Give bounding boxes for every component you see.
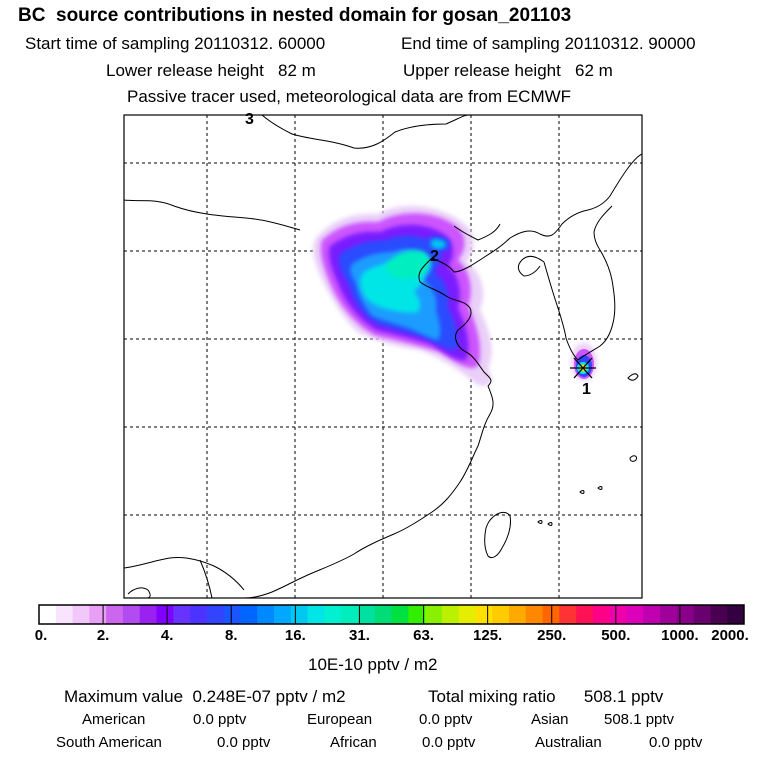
african-value: 0.0 pptv — [422, 734, 476, 751]
colorbar-tick-label: 63. — [413, 627, 434, 644]
upper-release-height: Upper release height 62 m — [403, 61, 613, 80]
tracer-note: Passive tracer used, meteorological data… — [127, 87, 572, 106]
african-label: African — [330, 734, 377, 751]
release-label-2: 2 — [430, 248, 439, 265]
colorbar-cell — [122, 605, 141, 624]
colorbar-cell — [458, 605, 476, 624]
south-american-value: 0.0 pptv — [217, 734, 271, 751]
release-marker — [570, 357, 596, 379]
colorbar-tick-label: 125. — [473, 627, 503, 644]
colorbar-cell — [89, 605, 107, 624]
colorbar-cell — [391, 605, 409, 624]
colorbar-cell — [290, 605, 308, 624]
colorbar-cell — [55, 605, 73, 624]
colorbar-tick-label: 31. — [349, 627, 370, 644]
colorbar-cell — [274, 605, 292, 624]
colorbar-cell — [425, 605, 443, 624]
colorbar-cell — [240, 605, 258, 624]
colorbar-cell — [509, 605, 527, 624]
colorbar-tick-label: 250. — [537, 627, 567, 644]
colorbar-cell — [307, 605, 325, 624]
coastlines — [124, 115, 642, 598]
colorbar-cell — [676, 605, 695, 624]
colorbar-cell — [576, 605, 594, 624]
colorbar-cell — [441, 605, 460, 624]
colorbar-cell — [660, 605, 678, 624]
colorbar-tick-label: 0. — [34, 627, 48, 644]
colorbar-cell — [357, 605, 376, 624]
total-mixing-ratio: Total mixing ratio 508.1 pptv — [428, 687, 664, 706]
colorbar-cell — [626, 605, 644, 624]
maximum-value: Maximum value 0.248E-07 pptv / m2 — [64, 687, 346, 706]
colorbar-cell — [609, 605, 627, 624]
colorbar-cell — [324, 605, 342, 624]
european-label: European — [307, 711, 373, 728]
australian-label: Australian — [535, 734, 602, 751]
colorbar-tick-label: 16. — [284, 627, 306, 644]
colorbar-unit: 10E-10 pptv / m2 — [308, 655, 438, 674]
colorbar-tick-label: 2000. — [711, 627, 749, 644]
colorbar-cell — [542, 605, 560, 624]
release-label-3: 3 — [245, 111, 254, 128]
colorbar-cell — [475, 605, 493, 624]
map-frame — [123, 114, 643, 599]
bc-concentration-plume — [313, 205, 597, 387]
colorbar-cell — [139, 605, 157, 624]
colorbar-cell — [190, 605, 208, 624]
colorbar-cell — [257, 605, 275, 624]
colorbar-tick-label: 8. — [225, 627, 238, 644]
colorbar-cell — [106, 605, 124, 624]
colorbar-cell — [408, 605, 426, 624]
colorbar-cell — [693, 605, 711, 624]
american-value: 0.0 pptv — [193, 711, 247, 728]
australian-value: 0.0 pptv — [649, 734, 703, 751]
colorbar-cell — [710, 605, 728, 624]
colorbar-cell — [39, 605, 57, 624]
colorbar-cell — [592, 605, 611, 624]
colorbar-tick-label: 500. — [601, 627, 631, 644]
colorbar-cell — [643, 605, 661, 624]
colorbar-tick-label: 4. — [160, 627, 174, 644]
colorbar-cell — [559, 605, 577, 624]
lower-release-height: Lower release height 82 m — [106, 61, 316, 80]
colorbar-cell — [156, 605, 174, 624]
end-time: End time of sampling 20110312. 90000 — [401, 34, 696, 53]
colorbar-cell — [223, 605, 241, 624]
colorbar-cell — [374, 605, 392, 624]
asian-label: Asian — [531, 711, 569, 728]
release-label-1: 1 — [582, 381, 591, 398]
start-time: Start time of sampling 20110312. 60000 — [25, 34, 326, 53]
colorbar-cell — [341, 605, 359, 624]
colorbar-cell — [72, 605, 90, 624]
colorbar-cell — [492, 605, 510, 624]
asian-value: 508.1 pptv — [604, 711, 675, 728]
south-american-label: South American — [56, 734, 162, 751]
european-value: 0.0 pptv — [419, 711, 473, 728]
colorbar-tick-label: 2. — [96, 627, 110, 644]
colorbar-cell — [206, 605, 225, 624]
colorbar-cell — [525, 605, 543, 624]
colorbar-cell — [173, 605, 191, 624]
colorbar-cell — [727, 605, 745, 624]
american-label: American — [82, 711, 146, 728]
colorbar-tick-label: 1000. — [661, 627, 699, 644]
map-title: BC source contributions in nested domain… — [18, 5, 572, 26]
